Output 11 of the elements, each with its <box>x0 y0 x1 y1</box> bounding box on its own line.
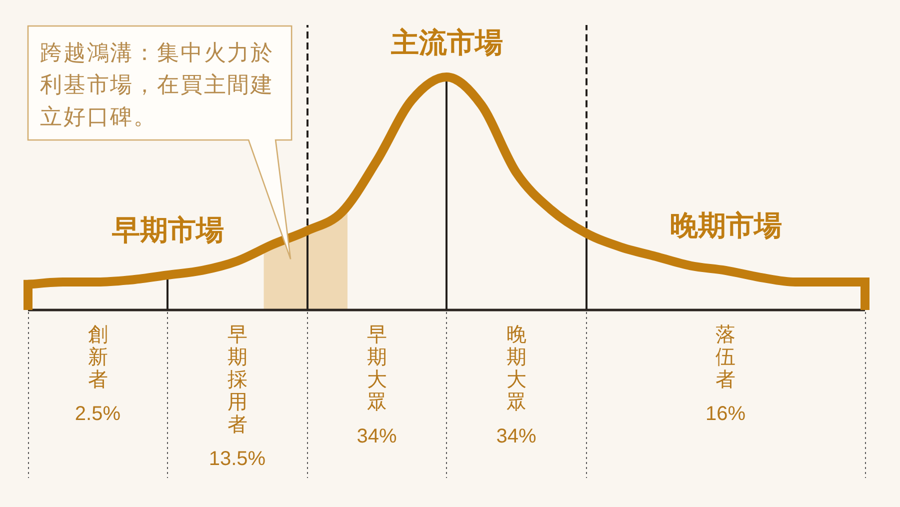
x-tick-label: 早期採用者 13.5% <box>208 324 266 470</box>
annotation-text: 立好口碑。 <box>40 104 157 129</box>
annotation-text: 晚期市場 <box>670 210 782 242</box>
annotation-text: 跨越鴻溝：集中火力於 <box>40 40 274 65</box>
annotation-text: 早期市場 <box>112 214 224 246</box>
x-tick-label: 落伍者 16% <box>705 324 746 425</box>
x-tick-label: 早期大眾 34% <box>356 324 397 448</box>
x-tick-label: 晚期大眾 34% <box>496 324 536 448</box>
x-tick-label: 創新者 2.5% <box>74 324 121 425</box>
annotation-text: 主流市場 <box>391 27 503 58</box>
annotation-text: 利基市場，在買主間建 <box>40 72 274 97</box>
